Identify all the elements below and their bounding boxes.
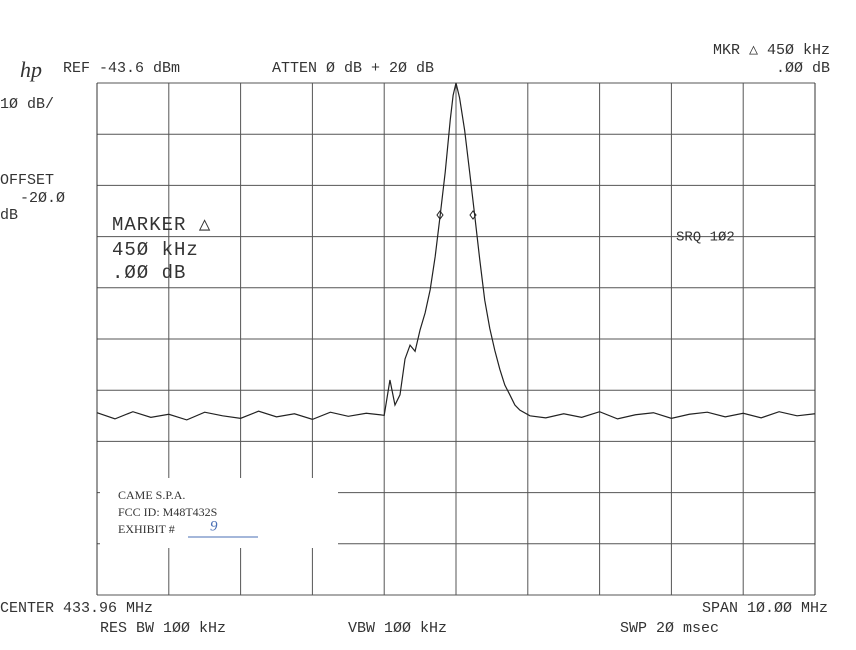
label: ATTEN Ø dB + 2Ø dB <box>272 60 434 77</box>
label: SRQ 1Ø2 <box>676 230 735 246</box>
exhibit-text: EXHIBIT # <box>118 522 175 536</box>
trace <box>96 82 816 421</box>
label: dB <box>0 207 18 224</box>
label: -2Ø.Ø <box>20 190 65 207</box>
label: .ØØ dB <box>776 60 830 77</box>
label: OFFSET <box>0 172 54 189</box>
label: CENTER 433.96 MHz <box>0 600 153 617</box>
exhibit-text: FCC ID: M48T432S <box>118 505 217 519</box>
label: MKR △ 45Ø kHz <box>713 42 830 59</box>
label: 1Ø dB/ <box>0 96 54 113</box>
label: hp <box>20 57 42 82</box>
exhibit-box <box>100 478 338 548</box>
label: REF -43.6 dBm <box>63 60 180 77</box>
label: .ØØ dB <box>112 262 186 284</box>
label: 45Ø kHz <box>112 239 199 261</box>
label: SWP 2Ø msec <box>620 620 719 637</box>
exhibit-text: CAME S.P.A. <box>118 488 185 502</box>
label: RES BW 1ØØ kHz <box>100 620 226 637</box>
exhibit-text: 9 <box>210 518 218 534</box>
label: SPAN 1Ø.ØØ MHz <box>702 600 828 617</box>
label: MARKER △ <box>112 214 211 236</box>
label: VBW 1ØØ kHz <box>348 620 447 637</box>
